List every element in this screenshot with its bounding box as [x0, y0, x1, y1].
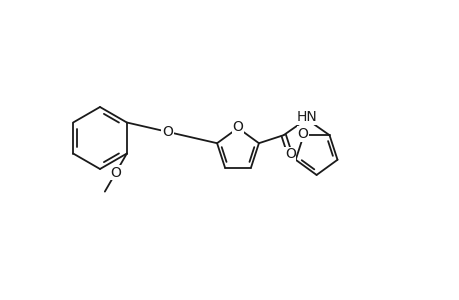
- Text: O: O: [110, 166, 121, 180]
- Text: O: O: [232, 120, 243, 134]
- Text: O: O: [297, 127, 308, 141]
- Text: HN: HN: [296, 110, 316, 124]
- Text: O: O: [284, 147, 295, 161]
- Text: O: O: [162, 125, 173, 139]
